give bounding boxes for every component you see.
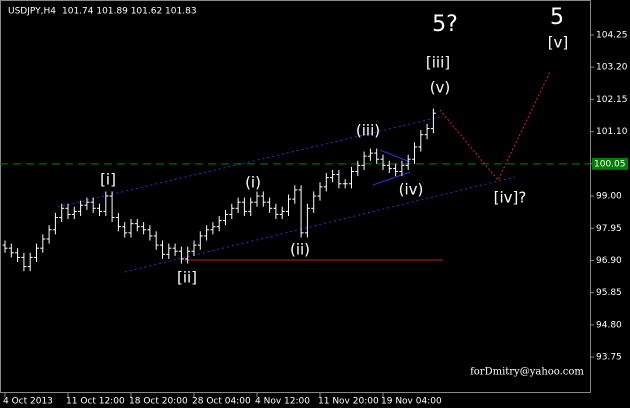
y-tick-label: 95.85: [596, 288, 622, 298]
level-box: [592, 157, 628, 170]
y-tick-label: 104.25: [596, 30, 628, 40]
wave-label: [iv]?: [494, 189, 527, 207]
channel-top: [57, 116, 441, 208]
channel-bottom: [124, 176, 516, 273]
x-tick-label: 4 Oct 2013: [3, 397, 53, 407]
wave-label: [iii]: [426, 54, 450, 72]
triangle-top: [379, 149, 411, 163]
y-tick-label: 97.95: [596, 224, 622, 234]
wave-label: (iv): [399, 181, 424, 199]
quote: 101.74 101.89 101.62 101.83: [62, 7, 197, 17]
x-tick-label: 19 Nov 04:00: [381, 397, 442, 407]
wave-label: (v): [430, 79, 451, 97]
wave-label: (iii): [356, 122, 380, 140]
y-tick-label: 93.75: [596, 353, 622, 363]
x-tick-label: 4 Nov 12:00: [255, 397, 310, 407]
triangle-bottom: [372, 171, 411, 186]
y-tick-label: 99.00: [596, 192, 622, 202]
x-tick-label: 18 Oct 20:00: [129, 397, 188, 407]
x-tick-label: 11 Nov 20:00: [318, 397, 379, 407]
y-tick-label: 102.15: [596, 95, 628, 105]
x-tick-label: 11 Oct 12:00: [66, 397, 125, 407]
wave-label: [v]: [548, 34, 569, 52]
chart-title: USDJPY,H4: [8, 7, 56, 17]
wave-label: [ii]: [177, 269, 197, 287]
wave-label: (ii): [290, 241, 310, 259]
y-tick-label: 94.80: [596, 320, 622, 330]
level-label: 100.05: [594, 159, 626, 169]
watermark: forDmitry@yahoo.com: [470, 367, 584, 378]
wave-label: [i]: [100, 171, 116, 189]
x-tick-label: 28 Oct 04:00: [192, 397, 251, 407]
wave-label: 5?: [432, 12, 458, 37]
y-tick-label: 103.20: [596, 63, 628, 73]
wave-label: 5: [550, 5, 564, 30]
wave-label: (i): [245, 174, 261, 192]
y-tick-label: 96.90: [596, 256, 622, 266]
y-tick-label: 101.10: [596, 127, 628, 137]
